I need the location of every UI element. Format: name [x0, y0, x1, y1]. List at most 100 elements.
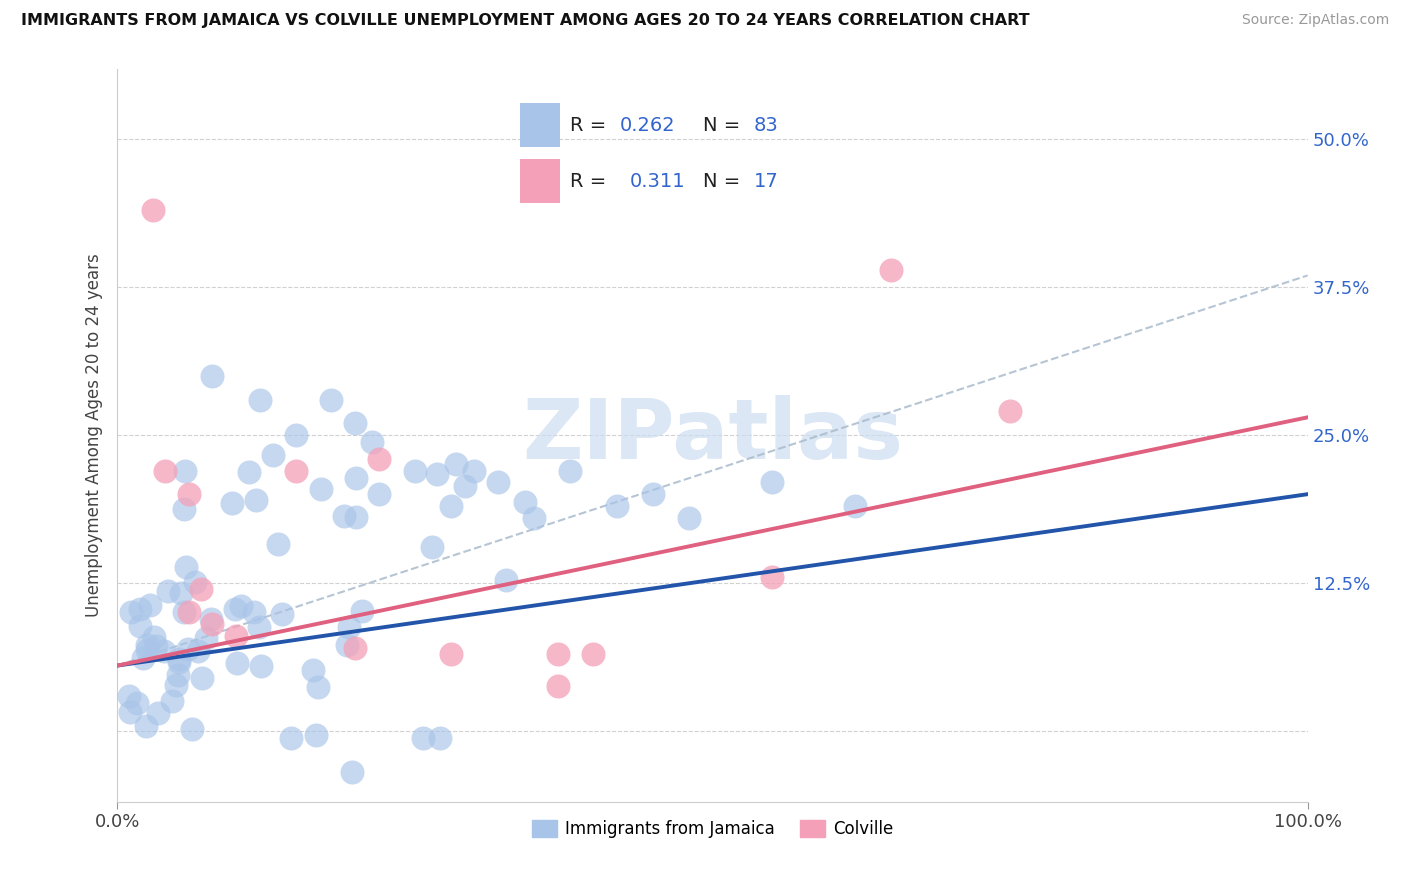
Point — [844, 499, 866, 513]
Point — [284, 463, 307, 477]
Point — [135, 719, 157, 733]
Point — [352, 604, 374, 618]
Point — [344, 416, 367, 430]
Point — [263, 448, 285, 462]
Point — [174, 464, 197, 478]
Text: Source: ZipAtlas.com: Source: ZipAtlas.com — [1241, 13, 1389, 28]
Point — [368, 451, 391, 466]
Point — [145, 639, 167, 653]
Point — [180, 722, 202, 736]
Point — [463, 463, 485, 477]
Point — [404, 463, 426, 477]
Point — [429, 731, 451, 745]
Point — [165, 678, 187, 692]
Point — [307, 680, 329, 694]
Point — [201, 368, 224, 383]
Y-axis label: Unemployment Among Ages 20 to 24 years: Unemployment Among Ages 20 to 24 years — [86, 253, 103, 617]
Point — [582, 647, 605, 661]
Point — [368, 487, 391, 501]
Point — [761, 475, 783, 490]
Legend: Immigrants from Jamaica, Colville: Immigrants from Jamaica, Colville — [524, 813, 900, 845]
Point — [361, 434, 384, 449]
Point — [174, 560, 197, 574]
Point — [169, 586, 191, 600]
Point — [184, 574, 207, 589]
Point — [284, 428, 307, 442]
Point — [153, 644, 176, 658]
Point — [344, 509, 367, 524]
Point — [146, 706, 169, 720]
Point — [439, 647, 461, 661]
Point — [177, 606, 200, 620]
Point — [344, 470, 367, 484]
Point — [880, 262, 903, 277]
Point — [118, 689, 141, 703]
Point — [309, 483, 332, 497]
Point — [336, 638, 359, 652]
Point — [142, 630, 165, 644]
Point — [167, 652, 190, 666]
Point — [221, 496, 243, 510]
Point — [495, 574, 517, 588]
Point — [136, 643, 159, 657]
Point — [439, 499, 461, 513]
Point — [191, 671, 214, 685]
Point — [267, 537, 290, 551]
Point — [224, 602, 246, 616]
Point — [678, 511, 700, 525]
Point — [162, 694, 184, 708]
Point — [132, 651, 155, 665]
Point — [225, 656, 247, 670]
Point — [412, 731, 434, 745]
Point — [245, 492, 267, 507]
Point — [444, 457, 467, 471]
Point — [201, 617, 224, 632]
Point — [177, 487, 200, 501]
Point — [187, 644, 209, 658]
Point — [157, 584, 180, 599]
Point — [337, 620, 360, 634]
Point — [302, 663, 325, 677]
Point — [121, 605, 143, 619]
Point — [136, 638, 159, 652]
Point — [120, 705, 142, 719]
Point — [344, 640, 367, 655]
Point — [422, 540, 444, 554]
Point — [426, 467, 449, 481]
Point — [250, 658, 273, 673]
Point — [128, 602, 150, 616]
Point — [606, 499, 628, 513]
Point — [249, 392, 271, 407]
Point — [247, 620, 270, 634]
Point — [321, 392, 343, 407]
Point — [190, 582, 212, 596]
Point — [271, 607, 294, 621]
Point — [280, 731, 302, 745]
Point — [139, 598, 162, 612]
Point — [486, 475, 509, 490]
Point — [166, 668, 188, 682]
Point — [173, 502, 195, 516]
Point — [333, 508, 356, 523]
Point — [167, 655, 190, 669]
Point — [194, 632, 217, 646]
Point — [177, 641, 200, 656]
Point — [547, 647, 569, 661]
Point — [238, 465, 260, 479]
Point — [454, 479, 477, 493]
Point — [304, 727, 326, 741]
Point — [200, 612, 222, 626]
Point — [173, 606, 195, 620]
Point — [129, 619, 152, 633]
Text: ZIPatlas: ZIPatlas — [522, 394, 903, 475]
Point — [225, 629, 247, 643]
Point — [761, 570, 783, 584]
Point — [243, 605, 266, 619]
Point — [125, 696, 148, 710]
Point — [153, 463, 176, 477]
Point — [142, 203, 165, 218]
Point — [998, 404, 1021, 418]
Point — [641, 487, 664, 501]
Text: IMMIGRANTS FROM JAMAICA VS COLVILLE UNEMPLOYMENT AMONG AGES 20 TO 24 YEARS CORRE: IMMIGRANTS FROM JAMAICA VS COLVILLE UNEM… — [21, 13, 1029, 29]
Point — [515, 495, 537, 509]
